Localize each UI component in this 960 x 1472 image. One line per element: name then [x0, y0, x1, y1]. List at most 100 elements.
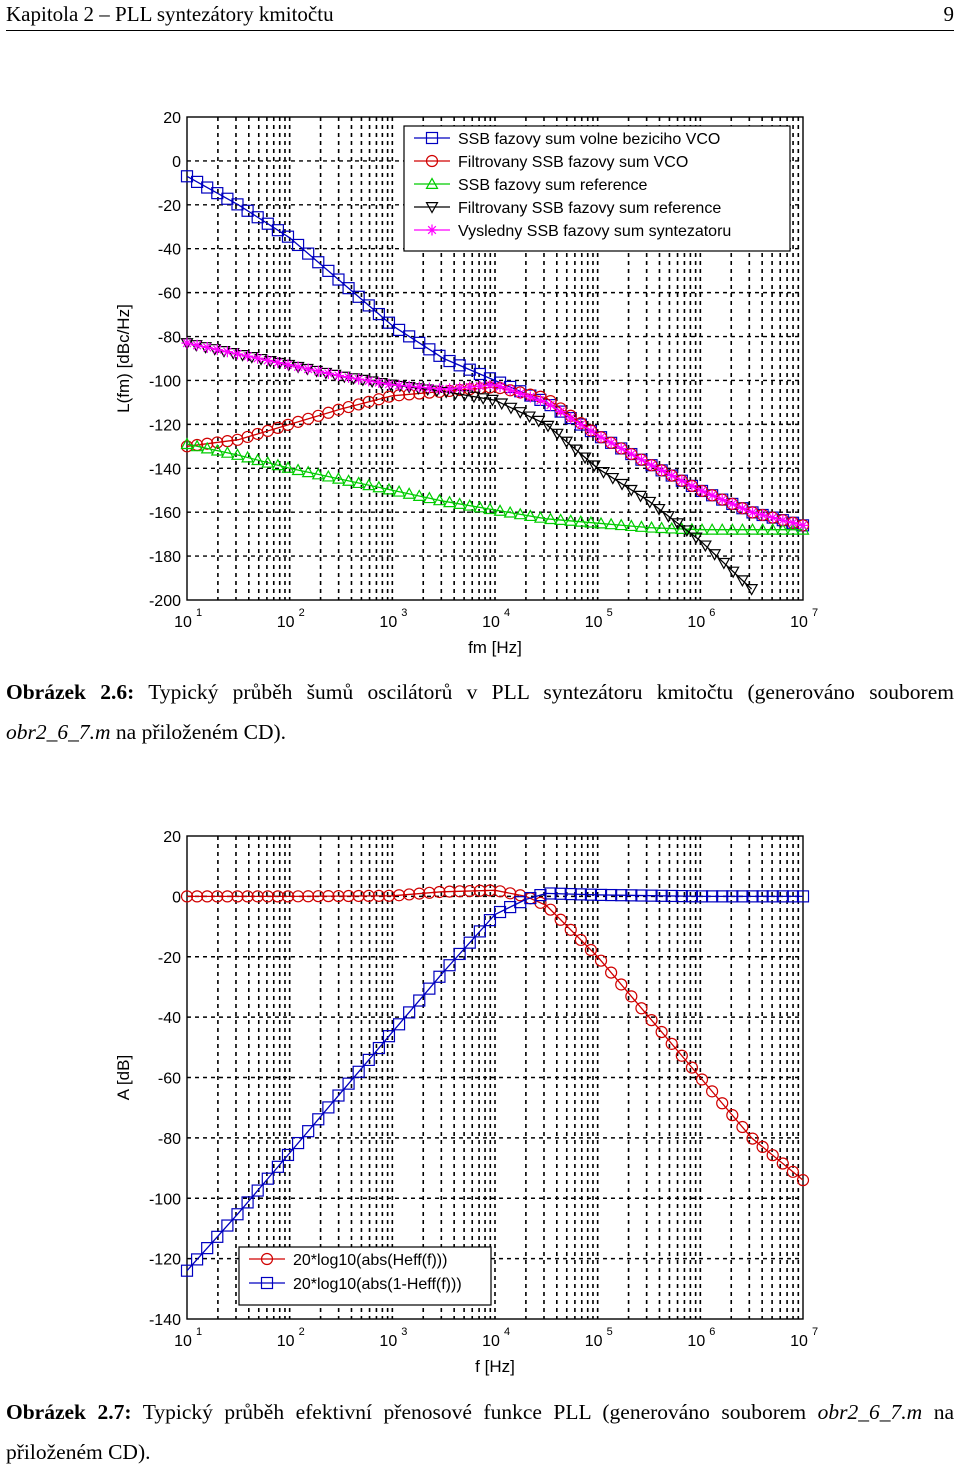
x-tick-label: 10 — [379, 1333, 397, 1350]
data-point — [362, 299, 375, 312]
x-tick-label: 10 — [585, 1333, 603, 1350]
data-point — [362, 889, 375, 903]
data-point — [532, 415, 546, 428]
data-point — [675, 1049, 688, 1062]
data-point — [634, 490, 648, 503]
data-point — [655, 521, 669, 534]
data-point — [695, 523, 709, 535]
legend-entry: Filtrovany SSB fazovy sum VCO — [458, 154, 688, 171]
data-point — [534, 888, 547, 902]
data-point — [625, 448, 637, 460]
figure-transfer-function-chart: 200-20-40-60-80-100-120-1401011021031041… — [114, 829, 818, 1376]
data-point — [302, 247, 315, 260]
data-point — [301, 465, 315, 478]
x-tick-exponent: 3 — [401, 1326, 407, 1338]
data-point — [605, 966, 618, 979]
data-point — [655, 1025, 668, 1039]
legend-entry: Filtrovany SSB fazovy sum reference — [458, 200, 721, 217]
data-point — [201, 1242, 214, 1255]
data-point — [550, 428, 564, 441]
x-tick-exponent: 1 — [196, 1326, 202, 1338]
figure-2-7-caption: Obrázek 2.7: Typický průběh efektivní př… — [6, 1392, 954, 1472]
data-point — [645, 1014, 658, 1027]
data-point — [635, 1002, 648, 1015]
data-point — [494, 381, 506, 393]
data-point — [717, 557, 731, 570]
x-axis-label: fm [Hz] — [468, 638, 522, 657]
data-point — [443, 354, 456, 368]
data-point — [425, 131, 439, 145]
data-point — [504, 402, 518, 415]
data-point — [606, 472, 620, 485]
y-axis-label: A [dB] — [114, 1055, 133, 1100]
y-tick-label: -60 — [158, 1071, 181, 1088]
data-point — [574, 888, 587, 901]
data-point — [322, 264, 335, 277]
caption-label: Obrázek 2.7: — [6, 1400, 132, 1424]
data-point — [433, 885, 446, 899]
data-point — [544, 903, 557, 916]
data-point — [463, 884, 476, 898]
legend-entry: 20*log10(abs(1-Heff(f))) — [293, 1276, 462, 1293]
page-number: 9 — [943, 2, 955, 26]
x-tick-label: 10 — [790, 1333, 808, 1350]
page-header: Kapitola 2 – PLL syntezátory kmitočtu 9 — [6, 0, 954, 31]
data-point — [251, 890, 264, 903]
data-point — [423, 982, 436, 995]
data-point — [735, 575, 749, 588]
data-point — [698, 540, 712, 553]
x-tick-label: 10 — [790, 614, 808, 631]
data-point — [615, 478, 629, 491]
legend — [238, 1246, 492, 1306]
data-point — [715, 523, 729, 535]
data-point — [211, 890, 224, 903]
y-tick-label: -200 — [149, 593, 181, 610]
data-point — [261, 455, 275, 468]
data-point — [736, 890, 749, 903]
data-point — [666, 470, 678, 482]
x-tick-label: 10 — [687, 614, 705, 631]
data-point — [402, 487, 416, 499]
data-point — [343, 371, 355, 383]
caption-label: Obrázek 2.6: — [6, 680, 135, 704]
x-tick-exponent: 7 — [812, 607, 818, 619]
data-point — [745, 523, 760, 535]
data-point — [332, 889, 345, 903]
x-tick-exponent: 5 — [607, 607, 613, 619]
data-point — [252, 352, 264, 364]
x-tick-exponent: 7 — [812, 1326, 818, 1338]
data-point — [695, 890, 709, 903]
data-point — [210, 443, 224, 456]
data-point — [201, 890, 214, 903]
data-point — [523, 509, 537, 522]
data-point — [241, 450, 255, 463]
data-point — [625, 889, 638, 902]
data-point — [473, 367, 486, 381]
y-tick-label: -20 — [158, 198, 181, 215]
data-point — [412, 489, 426, 501]
data-point — [251, 211, 264, 224]
data-point — [554, 887, 567, 900]
data-point — [796, 523, 810, 535]
data-point — [708, 549, 722, 561]
data-point — [467, 391, 481, 404]
data-point — [643, 496, 657, 509]
data-point — [281, 230, 295, 243]
data-point — [514, 387, 526, 399]
data-point — [433, 970, 446, 983]
data-point — [342, 889, 355, 903]
x-tick-exponent: 3 — [401, 607, 407, 619]
legend-entry: 20*log10(abs(Heff(f))) — [293, 1252, 447, 1269]
caption-file: obr2_6_7.m — [6, 720, 111, 744]
data-point — [766, 523, 780, 535]
data-point — [665, 521, 679, 534]
data-point — [382, 1030, 396, 1043]
y-tick-label: -60 — [158, 286, 181, 303]
data-point — [766, 1149, 779, 1162]
data-point — [403, 888, 416, 901]
data-point — [271, 1160, 284, 1173]
data-point — [564, 923, 577, 936]
data-point — [747, 506, 759, 518]
data-point — [180, 440, 194, 453]
data-point — [756, 1140, 769, 1154]
